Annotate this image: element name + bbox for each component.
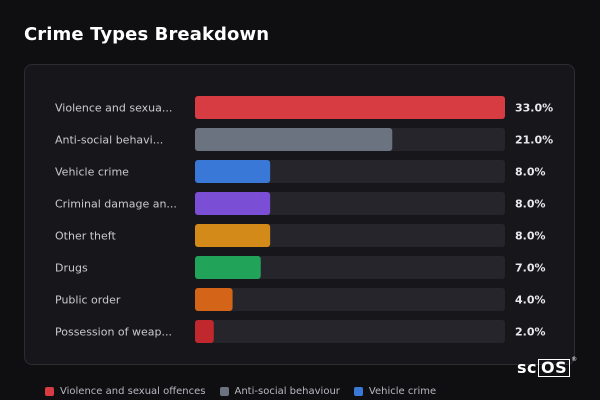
bar[interactable] <box>195 320 214 343</box>
legend-item: Violence and sexual offences <box>45 386 206 397</box>
bar-track <box>195 256 505 279</box>
category-label: Vehicle crime <box>55 166 129 179</box>
bar[interactable] <box>195 224 271 247</box>
category-label: Violence and sexua... <box>55 102 172 115</box>
bar[interactable] <box>195 128 393 151</box>
value-label: 21.0% <box>515 134 553 147</box>
bar-track <box>195 320 505 343</box>
category-label: Criminal damage an... <box>55 198 177 211</box>
value-label: 4.0% <box>515 294 546 307</box>
bar-track <box>195 192 505 215</box>
value-label: 8.0% <box>515 198 546 211</box>
legend-item: Vehicle crime <box>353 386 437 397</box>
category-label: Anti-social behavi... <box>55 134 163 147</box>
legend-label: Anti-social behaviour <box>234 386 340 397</box>
value-label: 8.0% <box>515 166 546 179</box>
bar[interactable] <box>195 160 271 183</box>
legend-swatch <box>353 387 363 396</box>
bar[interactable] <box>195 288 233 311</box>
legend-item: Anti-social behaviour <box>219 386 340 397</box>
bar[interactable] <box>195 96 505 119</box>
legend-swatch <box>219 387 229 396</box>
legend-label: Violence and sexual offences <box>60 386 206 397</box>
bar-track <box>195 288 505 311</box>
category-label: Other theft <box>55 230 116 243</box>
bar[interactable] <box>195 192 271 215</box>
bar-track <box>195 224 505 247</box>
logo-boxed: OS <box>538 358 571 377</box>
legend-swatch <box>45 387 54 396</box>
value-label: 33.0% <box>515 102 553 115</box>
value-label: 7.0% <box>515 262 546 275</box>
bar[interactable] <box>195 256 261 279</box>
value-label: 8.0% <box>515 230 546 243</box>
legend-label: Vehicle crime <box>368 386 437 397</box>
category-label: Drugs <box>55 262 88 275</box>
logo-registered-mark: ® <box>571 356 578 363</box>
bar-track <box>195 160 505 183</box>
category-label: Possession of weap... <box>55 326 172 339</box>
chart-title: Crime Types Breakdown <box>24 24 270 45</box>
scos-logo: sc OS ® <box>517 356 578 377</box>
category-label: Public order <box>55 294 121 307</box>
value-label: 2.0% <box>515 326 546 339</box>
chart-legend: Violence and sexual offences Anti-social … <box>45 386 436 397</box>
logo-prefix: sc <box>517 358 538 377</box>
